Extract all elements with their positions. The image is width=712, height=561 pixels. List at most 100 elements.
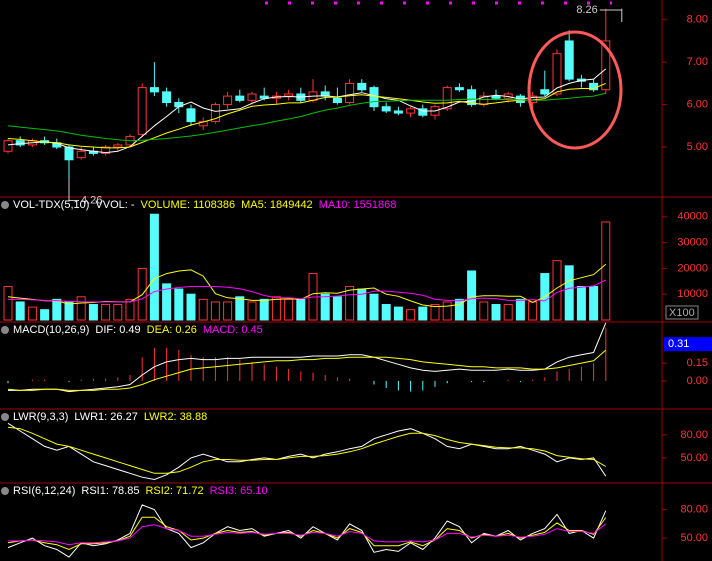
volume-bar xyxy=(381,304,391,321)
y-tick-label: 10000 xyxy=(677,288,708,300)
volume-bar xyxy=(3,285,13,321)
candle-body xyxy=(564,40,574,80)
candle-body xyxy=(467,89,477,106)
unit-label: X100 xyxy=(669,307,695,319)
volume-bar xyxy=(210,301,220,321)
volume-bar xyxy=(235,296,245,321)
y-tick-label: 7.00 xyxy=(687,56,708,68)
y-tick-label: 80.00 xyxy=(680,504,708,516)
legend-icon xyxy=(1,326,9,334)
volume-bar xyxy=(162,283,172,321)
volume-bar xyxy=(101,304,111,321)
volume-bar xyxy=(515,298,525,321)
candle-body xyxy=(235,95,245,101)
legend-text: MA5: 1849442 xyxy=(241,199,313,211)
legend-text: MACD(10,26,9) xyxy=(13,324,89,336)
volume-bar xyxy=(125,298,135,321)
candle-body xyxy=(540,89,550,95)
volume-bar xyxy=(52,298,62,321)
cursor-label: 0.31 xyxy=(668,338,689,350)
volume-bar xyxy=(393,306,403,321)
legend-text: VVOL: - xyxy=(95,199,134,211)
y-tick-label: 0.00 xyxy=(687,375,708,387)
volume-bar xyxy=(88,304,98,321)
candle-body xyxy=(15,140,25,146)
candle-body xyxy=(149,87,159,93)
volume-bar xyxy=(442,301,452,321)
candle-body xyxy=(381,106,391,112)
legend-text: RSI(6,12,24) xyxy=(13,485,75,497)
legend-text: DIF: 0.49 xyxy=(95,324,140,336)
indicator-line xyxy=(7,68,607,154)
y-tick-label: 0.15 xyxy=(687,357,708,369)
volume-bar xyxy=(198,298,208,321)
candle-body xyxy=(442,87,452,110)
legend-text: RSI2: 71.72 xyxy=(145,485,203,497)
volume-bar xyxy=(259,298,269,321)
volume-bar xyxy=(345,285,355,321)
volume-bar xyxy=(64,301,74,321)
highlight-circle xyxy=(527,30,623,150)
candle-body xyxy=(284,93,294,97)
candle-body xyxy=(223,95,233,106)
legend-text: DEA: 0.26 xyxy=(147,324,197,336)
volume-bar xyxy=(332,296,342,321)
volume-bar xyxy=(271,296,281,321)
candle-body xyxy=(137,87,147,135)
indicator-line xyxy=(7,426,607,474)
y-tick-label: 20000 xyxy=(677,262,708,274)
volume-bar xyxy=(589,285,599,321)
candle-body xyxy=(332,97,342,103)
legend-text: MA10: 1551868 xyxy=(319,199,397,211)
candle-body xyxy=(64,146,74,161)
candle-body xyxy=(491,95,501,99)
volume-bar xyxy=(223,301,233,321)
y-tick-label: 50.00 xyxy=(680,452,708,464)
volume-bar xyxy=(40,309,50,321)
candle-body xyxy=(406,108,416,114)
volume-bar xyxy=(149,213,159,321)
indicator-line xyxy=(7,82,606,149)
candle-body xyxy=(357,82,367,91)
volume-bar xyxy=(174,288,184,321)
volume-bar xyxy=(491,304,501,321)
candle-body xyxy=(454,87,464,91)
volume-bar xyxy=(247,301,257,321)
legend-text: LWR(9,3,3) xyxy=(13,411,68,423)
legend-text: RSI3: 65.10 xyxy=(210,485,268,497)
volume-bar xyxy=(503,304,513,321)
y-tick-label: 6.00 xyxy=(687,98,708,110)
indicator-line xyxy=(7,504,607,558)
candle-body xyxy=(552,53,562,95)
volume-bar xyxy=(576,285,586,321)
legend-icon xyxy=(1,487,9,495)
legend-text: LWR1: 26.27 xyxy=(74,411,137,423)
y-tick-label: 50.00 xyxy=(680,532,708,544)
low-label: 4.26 xyxy=(81,194,102,206)
candle-body xyxy=(113,144,123,148)
legend-text: MACD: 0.45 xyxy=(203,324,263,336)
cursor-box xyxy=(664,337,712,352)
candle-body xyxy=(418,108,428,116)
candle-body xyxy=(186,108,196,123)
volume-bar xyxy=(296,298,306,321)
high-label: 8.26 xyxy=(576,4,597,16)
volume-bar xyxy=(76,296,86,321)
candle-body xyxy=(393,110,403,114)
volume-bar xyxy=(418,306,428,321)
volume-bar xyxy=(406,309,416,321)
indicator-line xyxy=(7,349,607,391)
y-tick-label: 5.00 xyxy=(687,141,708,153)
volume-bar xyxy=(454,298,464,321)
candle-body xyxy=(76,150,86,159)
candle-body xyxy=(162,91,172,103)
candle-body xyxy=(247,93,257,101)
volume-bar xyxy=(430,304,440,321)
y-tick-label: 40000 xyxy=(677,211,708,223)
volume-bar xyxy=(528,301,538,321)
candle-body xyxy=(601,40,611,91)
unit-box xyxy=(665,305,699,320)
indicator-line xyxy=(7,92,606,142)
